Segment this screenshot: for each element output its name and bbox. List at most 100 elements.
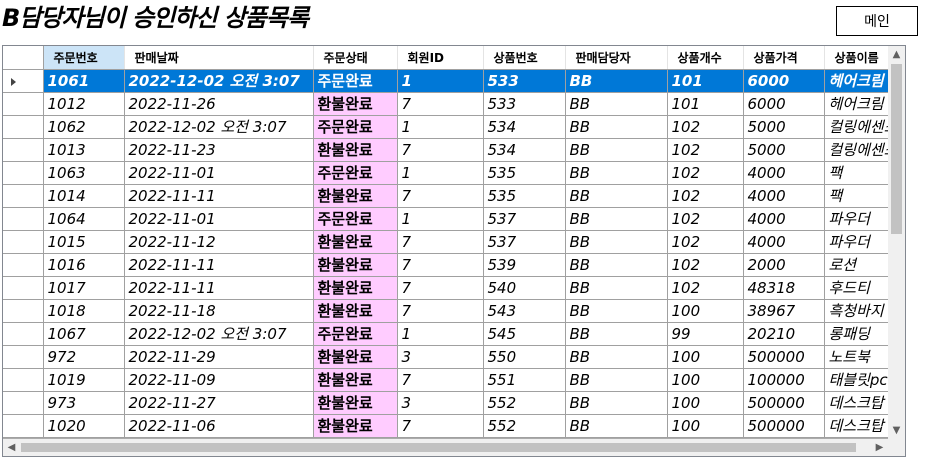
- cell-order-status[interactable]: 환불완료: [313, 368, 398, 392]
- cell-product-name[interactable]: 흑청바지: [824, 299, 899, 323]
- cell-sale-date[interactable]: 2022-11-12: [124, 230, 314, 254]
- cell-product-number[interactable]: 533: [483, 69, 566, 93]
- cell-sale-date[interactable]: 2022-11-29: [124, 345, 314, 369]
- cell-product-name[interactable]: 컬링에센스: [824, 138, 899, 162]
- table-row[interactable]: 1012 2022-11-26 환불완료 7 533 BB 101 6000 헤어크림: [3, 92, 899, 116]
- cell-product-price[interactable]: 4000: [743, 207, 825, 231]
- cell-order-number[interactable]: 1016: [43, 253, 125, 277]
- column-header-product-price[interactable]: 상품가격: [743, 46, 825, 70]
- table-row[interactable]: 1064 2022-11-01 주문완료 1 537 BB 102 4000 파우더: [3, 207, 899, 231]
- row-header[interactable]: [3, 368, 44, 392]
- column-header-order-status[interactable]: 주문상태: [313, 46, 398, 70]
- cell-member-id[interactable]: 1: [397, 207, 484, 231]
- column-header-product-number[interactable]: 상품번호: [483, 46, 566, 70]
- horizontal-scroll-thumb[interactable]: [21, 443, 856, 452]
- row-header[interactable]: [3, 207, 44, 231]
- cell-sales-manager[interactable]: BB: [565, 161, 668, 185]
- cell-product-number[interactable]: 552: [483, 414, 566, 438]
- cell-product-name[interactable]: 헤어크림: [824, 92, 899, 116]
- cell-product-name[interactable]: 데스크탑: [824, 414, 899, 438]
- cell-sales-manager[interactable]: BB: [565, 92, 668, 116]
- cell-product-name[interactable]: 컬링에센스: [824, 115, 899, 139]
- table-row[interactable]: 1018 2022-11-18 환불완료 7 543 BB 100 38967 흑청바지: [3, 299, 899, 323]
- horizontal-scrollbar[interactable]: ◀ ▶: [3, 439, 888, 456]
- cell-product-number[interactable]: 543: [483, 299, 566, 323]
- cell-order-status[interactable]: 주문완료: [313, 322, 398, 346]
- cell-order-number[interactable]: 1061: [43, 69, 125, 93]
- cell-product-count[interactable]: 99: [667, 322, 744, 346]
- cell-product-number[interactable]: 537: [483, 230, 566, 254]
- cell-product-number[interactable]: 540: [483, 276, 566, 300]
- column-header-product-count[interactable]: 상품개수: [667, 46, 744, 70]
- cell-product-name[interactable]: 파우더: [824, 230, 899, 254]
- row-header[interactable]: [3, 115, 44, 139]
- cell-product-number[interactable]: 550: [483, 345, 566, 369]
- cell-order-status[interactable]: 환불완료: [313, 299, 398, 323]
- cell-product-count[interactable]: 102: [667, 161, 744, 185]
- cell-member-id[interactable]: 1: [397, 115, 484, 139]
- cell-product-name[interactable]: 데스크탑: [824, 391, 899, 415]
- cell-member-id[interactable]: 1: [397, 322, 484, 346]
- table-row[interactable]: 1062 2022-12-02 오전 3:07 주문완료 1 534 BB 102 5000 컬…: [3, 115, 899, 139]
- cell-sales-manager[interactable]: BB: [565, 115, 668, 139]
- cell-sales-manager[interactable]: BB: [565, 322, 668, 346]
- cell-sale-date[interactable]: 2022-11-01: [124, 207, 314, 231]
- chevron-down-icon[interactable]: ▼: [892, 425, 901, 436]
- cell-order-number[interactable]: 1064: [43, 207, 125, 231]
- cell-product-price[interactable]: 20210: [743, 322, 825, 346]
- cell-product-name[interactable]: 팩: [824, 161, 899, 185]
- cell-product-number[interactable]: 535: [483, 161, 566, 185]
- cell-sale-date[interactable]: 2022-11-18: [124, 299, 314, 323]
- column-header-product-name[interactable]: 상품이름: [824, 46, 899, 70]
- vertical-scroll-thumb[interactable]: [891, 64, 902, 234]
- cell-order-number[interactable]: 1015: [43, 230, 125, 254]
- cell-product-name[interactable]: 노트북: [824, 345, 899, 369]
- cell-product-price[interactable]: 500000: [743, 345, 825, 369]
- cell-order-number[interactable]: 1062: [43, 115, 125, 139]
- cell-product-name[interactable]: 롱패딩: [824, 322, 899, 346]
- cell-product-name[interactable]: 태블릿pc: [824, 368, 899, 392]
- cell-sale-date[interactable]: 2022-11-27: [124, 391, 314, 415]
- cell-product-price[interactable]: 48318: [743, 276, 825, 300]
- cell-member-id[interactable]: 7: [397, 253, 484, 277]
- cell-product-count[interactable]: 102: [667, 184, 744, 208]
- cell-product-number[interactable]: 534: [483, 115, 566, 139]
- table-row[interactable]: 1015 2022-11-12 환불완료 7 537 BB 102 4000 파우더: [3, 230, 899, 254]
- row-header[interactable]: [3, 184, 44, 208]
- cell-order-number[interactable]: 972: [43, 345, 125, 369]
- cell-member-id[interactable]: 3: [397, 345, 484, 369]
- cell-sale-date[interactable]: 2022-11-09: [124, 368, 314, 392]
- cell-product-count[interactable]: 100: [667, 368, 744, 392]
- main-button[interactable]: 메인: [836, 6, 918, 36]
- chevron-right-icon[interactable]: ▶: [875, 442, 884, 453]
- cell-member-id[interactable]: 1: [397, 69, 484, 93]
- cell-sales-manager[interactable]: BB: [565, 414, 668, 438]
- cell-sale-date[interactable]: 2022-11-26: [124, 92, 314, 116]
- cell-product-count[interactable]: 101: [667, 69, 744, 93]
- row-header[interactable]: [3, 230, 44, 254]
- chevron-up-icon[interactable]: ▲: [892, 49, 901, 60]
- cell-product-count[interactable]: 102: [667, 253, 744, 277]
- chevron-left-icon[interactable]: ◀: [7, 442, 16, 453]
- table-row[interactable]: 972 2022-11-29 환불완료 3 550 BB 100 500000 노트북: [3, 345, 899, 369]
- cell-product-number[interactable]: 545: [483, 322, 566, 346]
- cell-product-price[interactable]: 500000: [743, 391, 825, 415]
- cell-order-status[interactable]: 환불완료: [313, 345, 398, 369]
- cell-order-status[interactable]: 환불완료: [313, 414, 398, 438]
- cell-order-number[interactable]: 1020: [43, 414, 125, 438]
- cell-order-number[interactable]: 973: [43, 391, 125, 415]
- cell-sales-manager[interactable]: BB: [565, 391, 668, 415]
- cell-product-count[interactable]: 100: [667, 345, 744, 369]
- cell-sale-date[interactable]: 2022-11-06: [124, 414, 314, 438]
- cell-sale-date[interactable]: 2022-12-02 오전 3:07: [124, 69, 314, 93]
- cell-order-number[interactable]: 1063: [43, 161, 125, 185]
- cell-sales-manager[interactable]: BB: [565, 299, 668, 323]
- cell-order-status[interactable]: 환불완료: [313, 391, 398, 415]
- cell-sale-date[interactable]: 2022-12-02 오전 3:07: [124, 322, 314, 346]
- cell-sales-manager[interactable]: BB: [565, 345, 668, 369]
- cell-sale-date[interactable]: 2022-11-11: [124, 253, 314, 277]
- cell-product-name[interactable]: 파우더: [824, 207, 899, 231]
- table-row[interactable]: 1061 2022-12-02 오전 3:07 주문완료 1 533 BB 101 6000 헤…: [3, 69, 899, 93]
- cell-order-status[interactable]: 환불완료: [313, 253, 398, 277]
- table-row[interactable]: 973 2022-11-27 환불완료 3 552 BB 100 500000 데스크탑: [3, 391, 899, 415]
